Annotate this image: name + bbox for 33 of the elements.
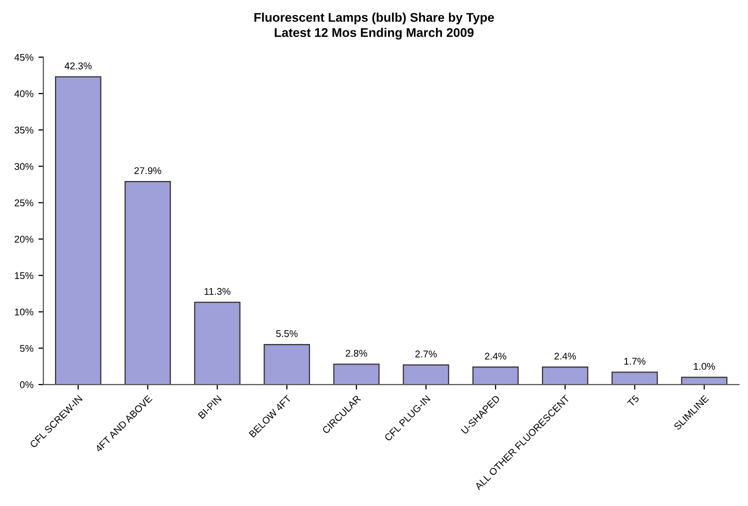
bar [472,366,519,385]
data-label: 2.8% [346,350,368,357]
data-label: 5.5% [276,330,298,338]
bar [333,364,380,385]
y-tick-label: 10% [14,308,34,316]
y-tick-label: 35% [14,126,34,134]
bar [264,344,310,385]
data-label: 2.4% [484,352,506,360]
y-tick-label: 5% [20,344,34,352]
y-tick-label: 0% [20,381,34,388]
bar [55,76,102,385]
bar [194,302,240,385]
x-tick-label: T5 [627,394,640,408]
y-tick-label: 45% [14,54,34,61]
y-tick-label: 25% [14,199,34,206]
bar [124,181,171,385]
y-tick-label: 30% [14,163,34,170]
y-tick-label: 40% [14,90,34,98]
y-tick-label: 15% [14,272,34,280]
data-label: 1.7% [624,358,646,365]
data-label: 11.3% [204,288,230,295]
data-label: 1.0% [694,362,715,370]
data-label: 2.4% [554,352,576,360]
bar [681,376,728,385]
chart-subtitle: Latest 12 Mos Ending March 2009 [274,28,474,40]
bar [612,372,658,385]
data-label: 27.9% [134,167,162,174]
y-tick-label: 20% [14,236,34,243]
bar [402,364,450,385]
chart-title: Fluorescent Lamps (bulb) Share by Type [254,12,494,24]
bar [542,366,588,385]
data-label: 2.7% [415,350,437,358]
data-label: 42.3% [64,62,92,70]
